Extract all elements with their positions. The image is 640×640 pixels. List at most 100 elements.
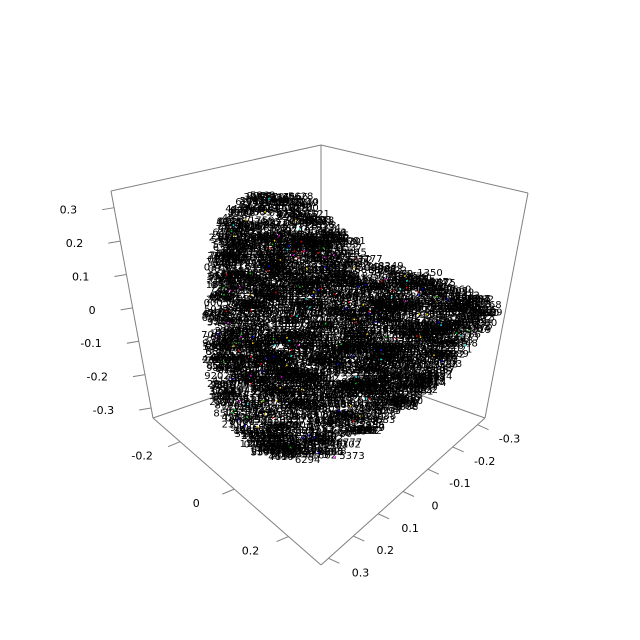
cloud-point-label: 4136 (391, 399, 416, 410)
cloud-point-label: 5152 (271, 325, 296, 336)
cloud-point-label: 3715 (401, 283, 426, 294)
cloud-point-label: 9688 (371, 411, 396, 422)
cloud-point-label: 2703 (415, 360, 440, 371)
cloud-point-label: 7121 (348, 289, 373, 300)
cloud-point-label: 5530 (363, 282, 388, 293)
cloud-point-label: 2119 (275, 440, 300, 451)
cloud-point-label: 6678 (360, 386, 385, 397)
box-edge-right-vertical (484, 192, 529, 419)
cloud-point-label: 1233 (392, 301, 417, 312)
cloud-point-label: 8614 (440, 323, 465, 334)
cloud-point-label: 4812 (424, 327, 449, 338)
cloud-point-label: 1592 (287, 201, 312, 212)
cloud-point-label: 0160 (293, 203, 318, 214)
cloud-point-label: 7536 (248, 416, 273, 427)
cloud-point-label: 5263 (334, 279, 359, 290)
cloud-point-label: 5594 (224, 331, 249, 342)
cloud-point-label: 1481 (236, 342, 261, 353)
cloud-point-marker (279, 387, 281, 389)
cloud-point-label: 8193 (271, 314, 296, 325)
cloud-point-label: 4615 (303, 374, 328, 385)
cloud-point-label: 7488 (294, 250, 319, 261)
cloud-point-label: 0672 (252, 384, 277, 395)
cloud-point-label: 6253 (264, 333, 289, 344)
cloud-point-label: 5659 (225, 267, 250, 278)
cloud-point-label: 3772 (306, 241, 331, 252)
cloud-point-label: 7571 (234, 310, 259, 321)
cloud-point-label: 6367 (211, 293, 236, 304)
cloud-point-label: 9132 (218, 235, 243, 246)
cloud-point-label: 7873 (238, 232, 263, 243)
cloud-point-label: 2503 (292, 276, 317, 287)
cloud-point-label: 4184 (332, 428, 357, 439)
cloud-point-marker (324, 323, 327, 325)
cloud-point-label: 3237 (209, 386, 234, 397)
cloud-point-label: 4858 (299, 325, 324, 336)
box-edge-bottom-left-back (152, 359, 322, 419)
cloud-point-marker (433, 354, 435, 356)
cloud-point-label: 1170 (224, 228, 249, 239)
cloud-point-label: 6294 (295, 455, 320, 466)
cloud-point-marker (351, 355, 353, 358)
cloud-point-marker (312, 291, 315, 293)
cloud-point-label: 0411 (368, 341, 393, 352)
cloud-point-marker (320, 287, 323, 290)
cloud-point-label: 6415 (421, 346, 446, 357)
cloud-point-marker (223, 361, 225, 363)
cloud-point-label: 3366 (317, 383, 342, 394)
cloud-point-label: 2877 (216, 379, 241, 390)
cloud-point-label: 0769 (262, 445, 287, 456)
cloud-point-label: 8203 (359, 380, 384, 391)
cloud-point-label: 5655 (239, 425, 264, 436)
cloud-point-label: 2874 (223, 238, 248, 249)
cloud-point-label: 9644 (429, 323, 454, 334)
cloud-point-label: 6865 (360, 299, 385, 310)
cloud-point-label: 0627 (400, 283, 425, 294)
cloud-point-label: 6371 (320, 296, 345, 307)
cloud-point-label: 4086 (383, 347, 408, 358)
cloud-point-label: 4487 (218, 361, 243, 372)
cloud-point-label: 6462 (369, 353, 394, 364)
cloud-point-label: 1622 (269, 432, 294, 443)
cloud-point-label: 4023 (297, 303, 322, 314)
cloud-point-label: 0574 (284, 322, 309, 333)
cloud-point-label: 0676 (213, 392, 238, 403)
cloud-point-label: 8506 (258, 423, 283, 434)
cloud-point-label: 3444 (387, 344, 412, 355)
cloud-point-label: 3718 (383, 319, 408, 330)
cloud-point-label: 7791 (268, 404, 293, 415)
cloud-point-label: 7723 (246, 278, 271, 289)
cloud-point-label: 8401 (377, 314, 402, 325)
cloud-point-label: 1103 (303, 222, 328, 233)
cloud-point-marker (399, 288, 402, 291)
cloud-point-label: 0490 (394, 340, 419, 351)
cloud-point-label: 0469 (356, 281, 381, 292)
cloud-point-label: 4149 (287, 237, 312, 248)
cloud-point-label: 2296 (227, 336, 252, 347)
cloud-point-label: 5022 (456, 303, 481, 314)
cloud-point-label: 0989 (305, 358, 330, 369)
cloud-point-label: 3549 (331, 308, 356, 319)
cloud-point-label: 8156 (236, 275, 261, 286)
cloud-point-label: 7037 (413, 371, 438, 382)
cloud-point-label: 0411 (334, 260, 359, 271)
cloud-point-label: 5889 (387, 303, 412, 314)
cloud-point-label: 2000 (295, 238, 320, 249)
cloud-point-label: 0488 (379, 279, 404, 290)
cloud-point-label: 8143 (213, 355, 238, 366)
cloud-point-label: 2868 (278, 289, 303, 300)
cloud-point-marker (264, 413, 266, 415)
cloud-point-label: 0977 (264, 241, 289, 252)
cloud-point-label: 5811 (353, 426, 378, 437)
cloud-point-label: 6233 (382, 324, 407, 335)
cloud-point-label: 0889 (405, 277, 430, 288)
cloud-point-label: 5707 (293, 213, 318, 224)
cloud-point-label: 1736 (347, 362, 372, 373)
cloud-point-label: 5718 (299, 300, 324, 311)
cloud-point-label: 2636 (367, 352, 392, 363)
cloud-point-label: 3895 (334, 412, 359, 423)
cloud-point-label: 1218 (278, 260, 303, 271)
cloud-point-label: 9320 (340, 285, 365, 296)
cloud-point-label: 7628 (321, 446, 346, 457)
